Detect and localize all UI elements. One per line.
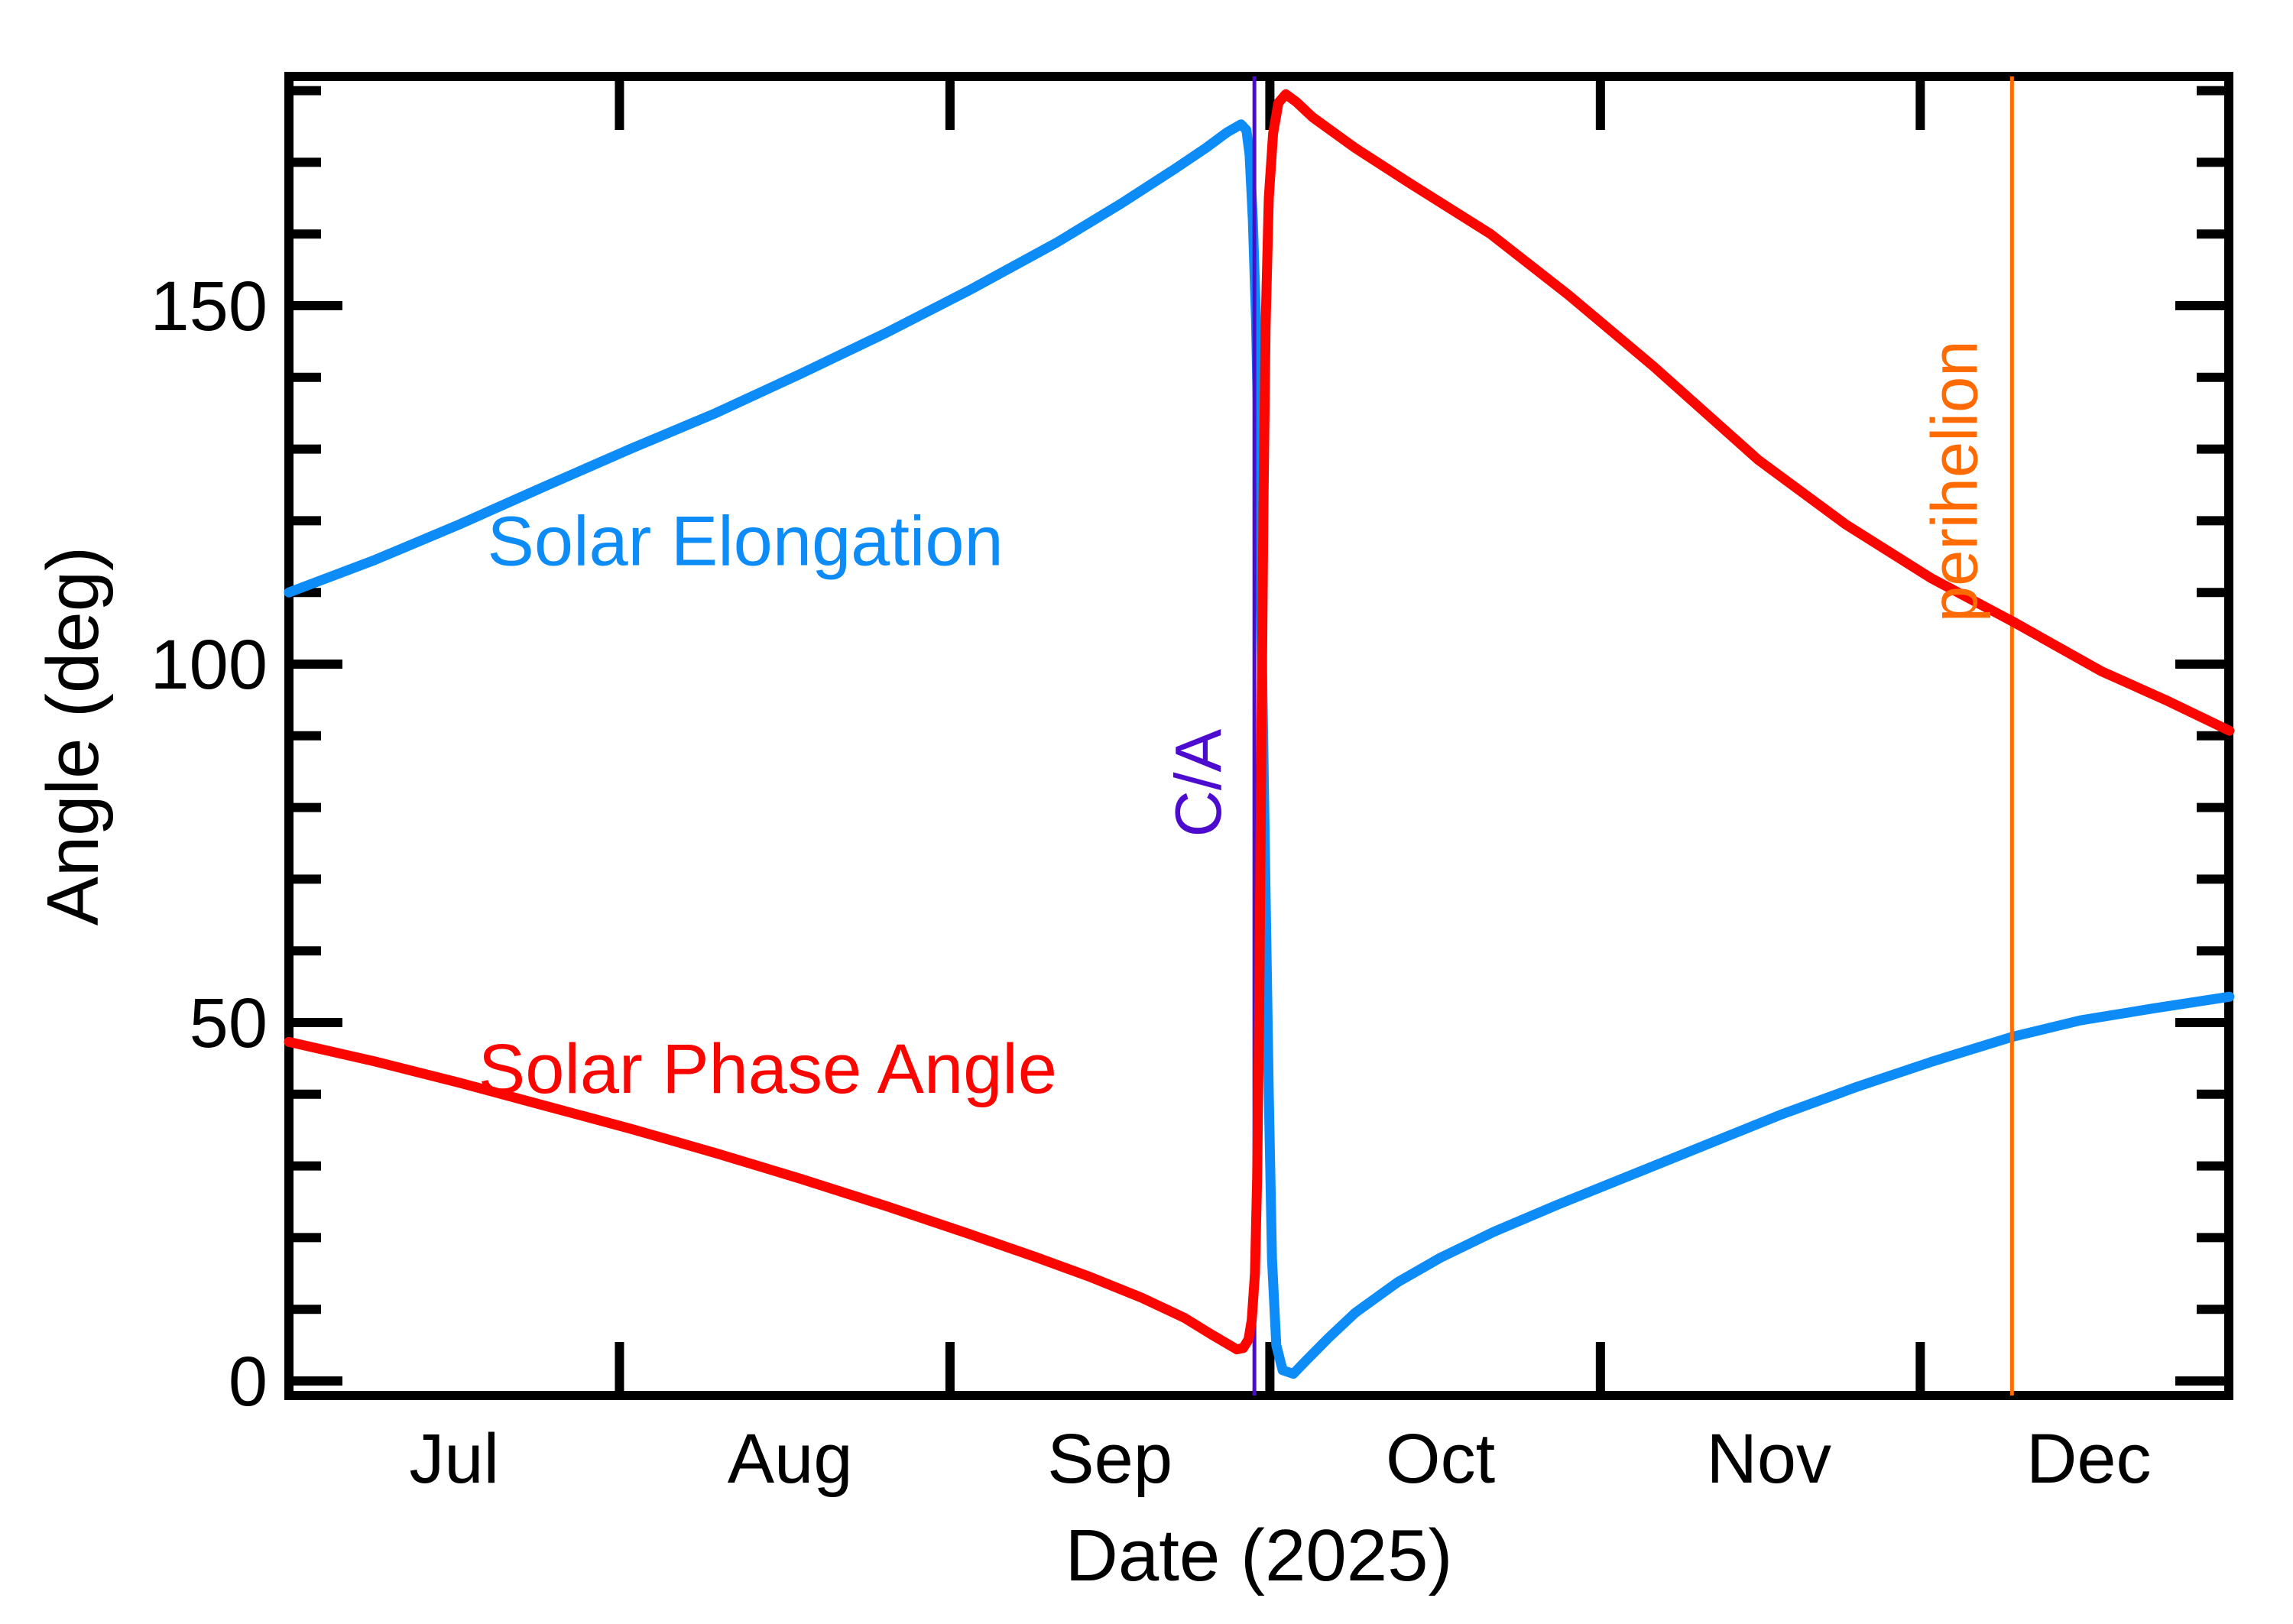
x-month-label-sep: Sep xyxy=(1047,1420,1172,1498)
perihelion-label: perihelion xyxy=(1918,340,1991,622)
elongation-curve-label: Solar Elongation xyxy=(488,503,1004,581)
y-tick-label-50: 50 xyxy=(190,984,268,1062)
y-tick-label-0: 0 xyxy=(229,1343,268,1421)
elongation-curve xyxy=(284,119,2235,1379)
phase-curve-label: Solar Phase Angle xyxy=(478,1030,1057,1108)
x-month-label-dec: Dec xyxy=(2026,1420,2152,1498)
y-axis-title: Angle (deg) xyxy=(32,546,114,925)
x-ticks xyxy=(615,76,1925,1395)
data-curves xyxy=(284,119,2235,1379)
event-lines xyxy=(284,76,2235,1395)
x-month-label-jul: Jul xyxy=(409,1420,499,1498)
y-tick-label-100: 100 xyxy=(151,626,268,704)
x-axis-title: Date (2025) xyxy=(1065,1515,1453,1596)
x-month-label-aug: Aug xyxy=(728,1420,853,1498)
x-month-label-nov: Nov xyxy=(1706,1420,1831,1498)
closest-approach-label: C/A xyxy=(1163,729,1235,838)
x-month-label-oct: Oct xyxy=(1386,1420,1495,1498)
y-ticks xyxy=(289,86,2229,1386)
y-tick-label-150: 150 xyxy=(151,267,268,345)
phase-curve xyxy=(284,89,2235,1355)
